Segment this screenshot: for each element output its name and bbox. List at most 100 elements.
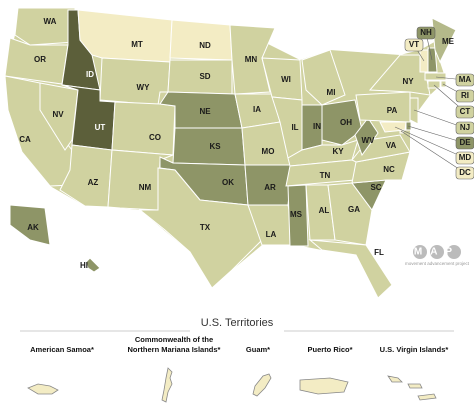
territory-name: U.S. Virgin Islands* bbox=[380, 345, 449, 354]
state-label: MS bbox=[290, 210, 303, 219]
state-label: AR bbox=[264, 183, 276, 192]
state-label: ID bbox=[86, 70, 94, 79]
state bbox=[427, 47, 438, 73]
state bbox=[409, 97, 419, 125]
state-label: IL bbox=[291, 123, 298, 132]
state-label: SC bbox=[370, 183, 381, 192]
state bbox=[431, 17, 457, 64]
callout-box bbox=[455, 105, 474, 119]
state-label: UT bbox=[95, 123, 106, 132]
territory-shape bbox=[387, 375, 437, 401]
state-label: AL bbox=[319, 206, 330, 215]
territory-shape bbox=[252, 373, 272, 397]
callout-line bbox=[400, 130, 466, 174]
state bbox=[77, 9, 173, 63]
state-label: NV bbox=[52, 110, 64, 119]
state-label: NJ bbox=[460, 123, 470, 132]
territory-shape bbox=[299, 377, 349, 395]
state bbox=[9, 204, 51, 246]
logo-mark bbox=[413, 245, 427, 259]
state-label: ND bbox=[199, 41, 211, 50]
state-label: NH bbox=[420, 28, 432, 37]
state-label: OR bbox=[34, 55, 46, 64]
callout-box bbox=[416, 26, 436, 40]
state-label: TX bbox=[200, 223, 211, 232]
state bbox=[99, 57, 171, 106]
state-label: MD bbox=[459, 153, 472, 162]
state bbox=[169, 19, 233, 61]
state-label: CA bbox=[19, 135, 31, 144]
state bbox=[354, 117, 379, 157]
state-label: LA bbox=[266, 230, 277, 239]
state-label: WV bbox=[362, 136, 376, 145]
state bbox=[138, 167, 263, 289]
state-label: DC bbox=[459, 168, 471, 177]
territory-name: American Samoa* bbox=[30, 345, 94, 354]
state-label: MT bbox=[131, 40, 143, 49]
state bbox=[39, 82, 79, 151]
state-label: VT bbox=[409, 40, 419, 49]
state-label: HI bbox=[80, 261, 88, 270]
state-label: SD bbox=[199, 72, 210, 81]
callout-box bbox=[455, 136, 474, 150]
callout-box bbox=[455, 151, 474, 165]
state-label: IN bbox=[313, 122, 321, 131]
state bbox=[229, 24, 276, 95]
state-label: AK bbox=[27, 223, 39, 232]
state-label: PA bbox=[387, 106, 398, 115]
state-label: GA bbox=[348, 205, 360, 214]
callout-box bbox=[455, 166, 474, 180]
state bbox=[85, 257, 101, 273]
state-label: FL bbox=[374, 248, 384, 257]
state bbox=[308, 239, 393, 299]
callout-box bbox=[455, 73, 474, 87]
state-label: WI bbox=[281, 75, 291, 84]
logo-tagline: movement advancement project bbox=[405, 261, 470, 266]
territory-name: Puerto Rico* bbox=[307, 345, 352, 354]
state-label: TN bbox=[320, 171, 331, 180]
territory-name: Commonwealth of the bbox=[135, 335, 213, 344]
callout-box bbox=[455, 89, 474, 103]
state bbox=[327, 182, 373, 246]
state-label: KS bbox=[209, 142, 221, 151]
state bbox=[321, 99, 363, 146]
territory-shape bbox=[27, 383, 59, 395]
logo-mark bbox=[447, 245, 461, 259]
state-label: OK bbox=[222, 178, 234, 187]
state-label: NM bbox=[139, 183, 152, 192]
callout-box bbox=[404, 38, 424, 52]
callout-box bbox=[455, 121, 474, 135]
state bbox=[287, 184, 309, 247]
state-label: WY bbox=[137, 83, 151, 92]
state bbox=[111, 101, 176, 156]
state-label: DE bbox=[459, 138, 471, 147]
state-label: OH bbox=[340, 118, 352, 127]
state bbox=[355, 91, 411, 123]
state-label: RI bbox=[461, 91, 469, 100]
callout-line bbox=[394, 126, 466, 159]
state-label: MA bbox=[459, 75, 472, 84]
state-label: WA bbox=[44, 17, 57, 26]
state-label: CT bbox=[460, 107, 471, 116]
territories-title: U.S. Territories bbox=[201, 317, 274, 329]
state-label: NE bbox=[199, 107, 211, 116]
state-label: NY bbox=[402, 77, 414, 86]
state-label: KY bbox=[332, 147, 344, 156]
state-label: MN bbox=[245, 55, 258, 64]
state-label: MI bbox=[327, 88, 336, 97]
state bbox=[424, 72, 447, 81]
state-label: AZ bbox=[88, 178, 99, 187]
state-label: NC bbox=[383, 165, 395, 174]
territory-name: Guam* bbox=[246, 345, 270, 354]
state-label: CO bbox=[149, 133, 161, 142]
state bbox=[14, 7, 76, 46]
logo-mark bbox=[430, 245, 444, 259]
state bbox=[427, 80, 441, 89]
state-layer bbox=[4, 7, 457, 299]
state bbox=[301, 49, 346, 106]
territory-shape bbox=[161, 367, 173, 403]
state-label: ME bbox=[442, 37, 455, 46]
logo-title: MAP bbox=[414, 247, 460, 258]
state-label: IA bbox=[253, 105, 261, 114]
territory-name: Northern Mariana Islands* bbox=[128, 345, 221, 354]
